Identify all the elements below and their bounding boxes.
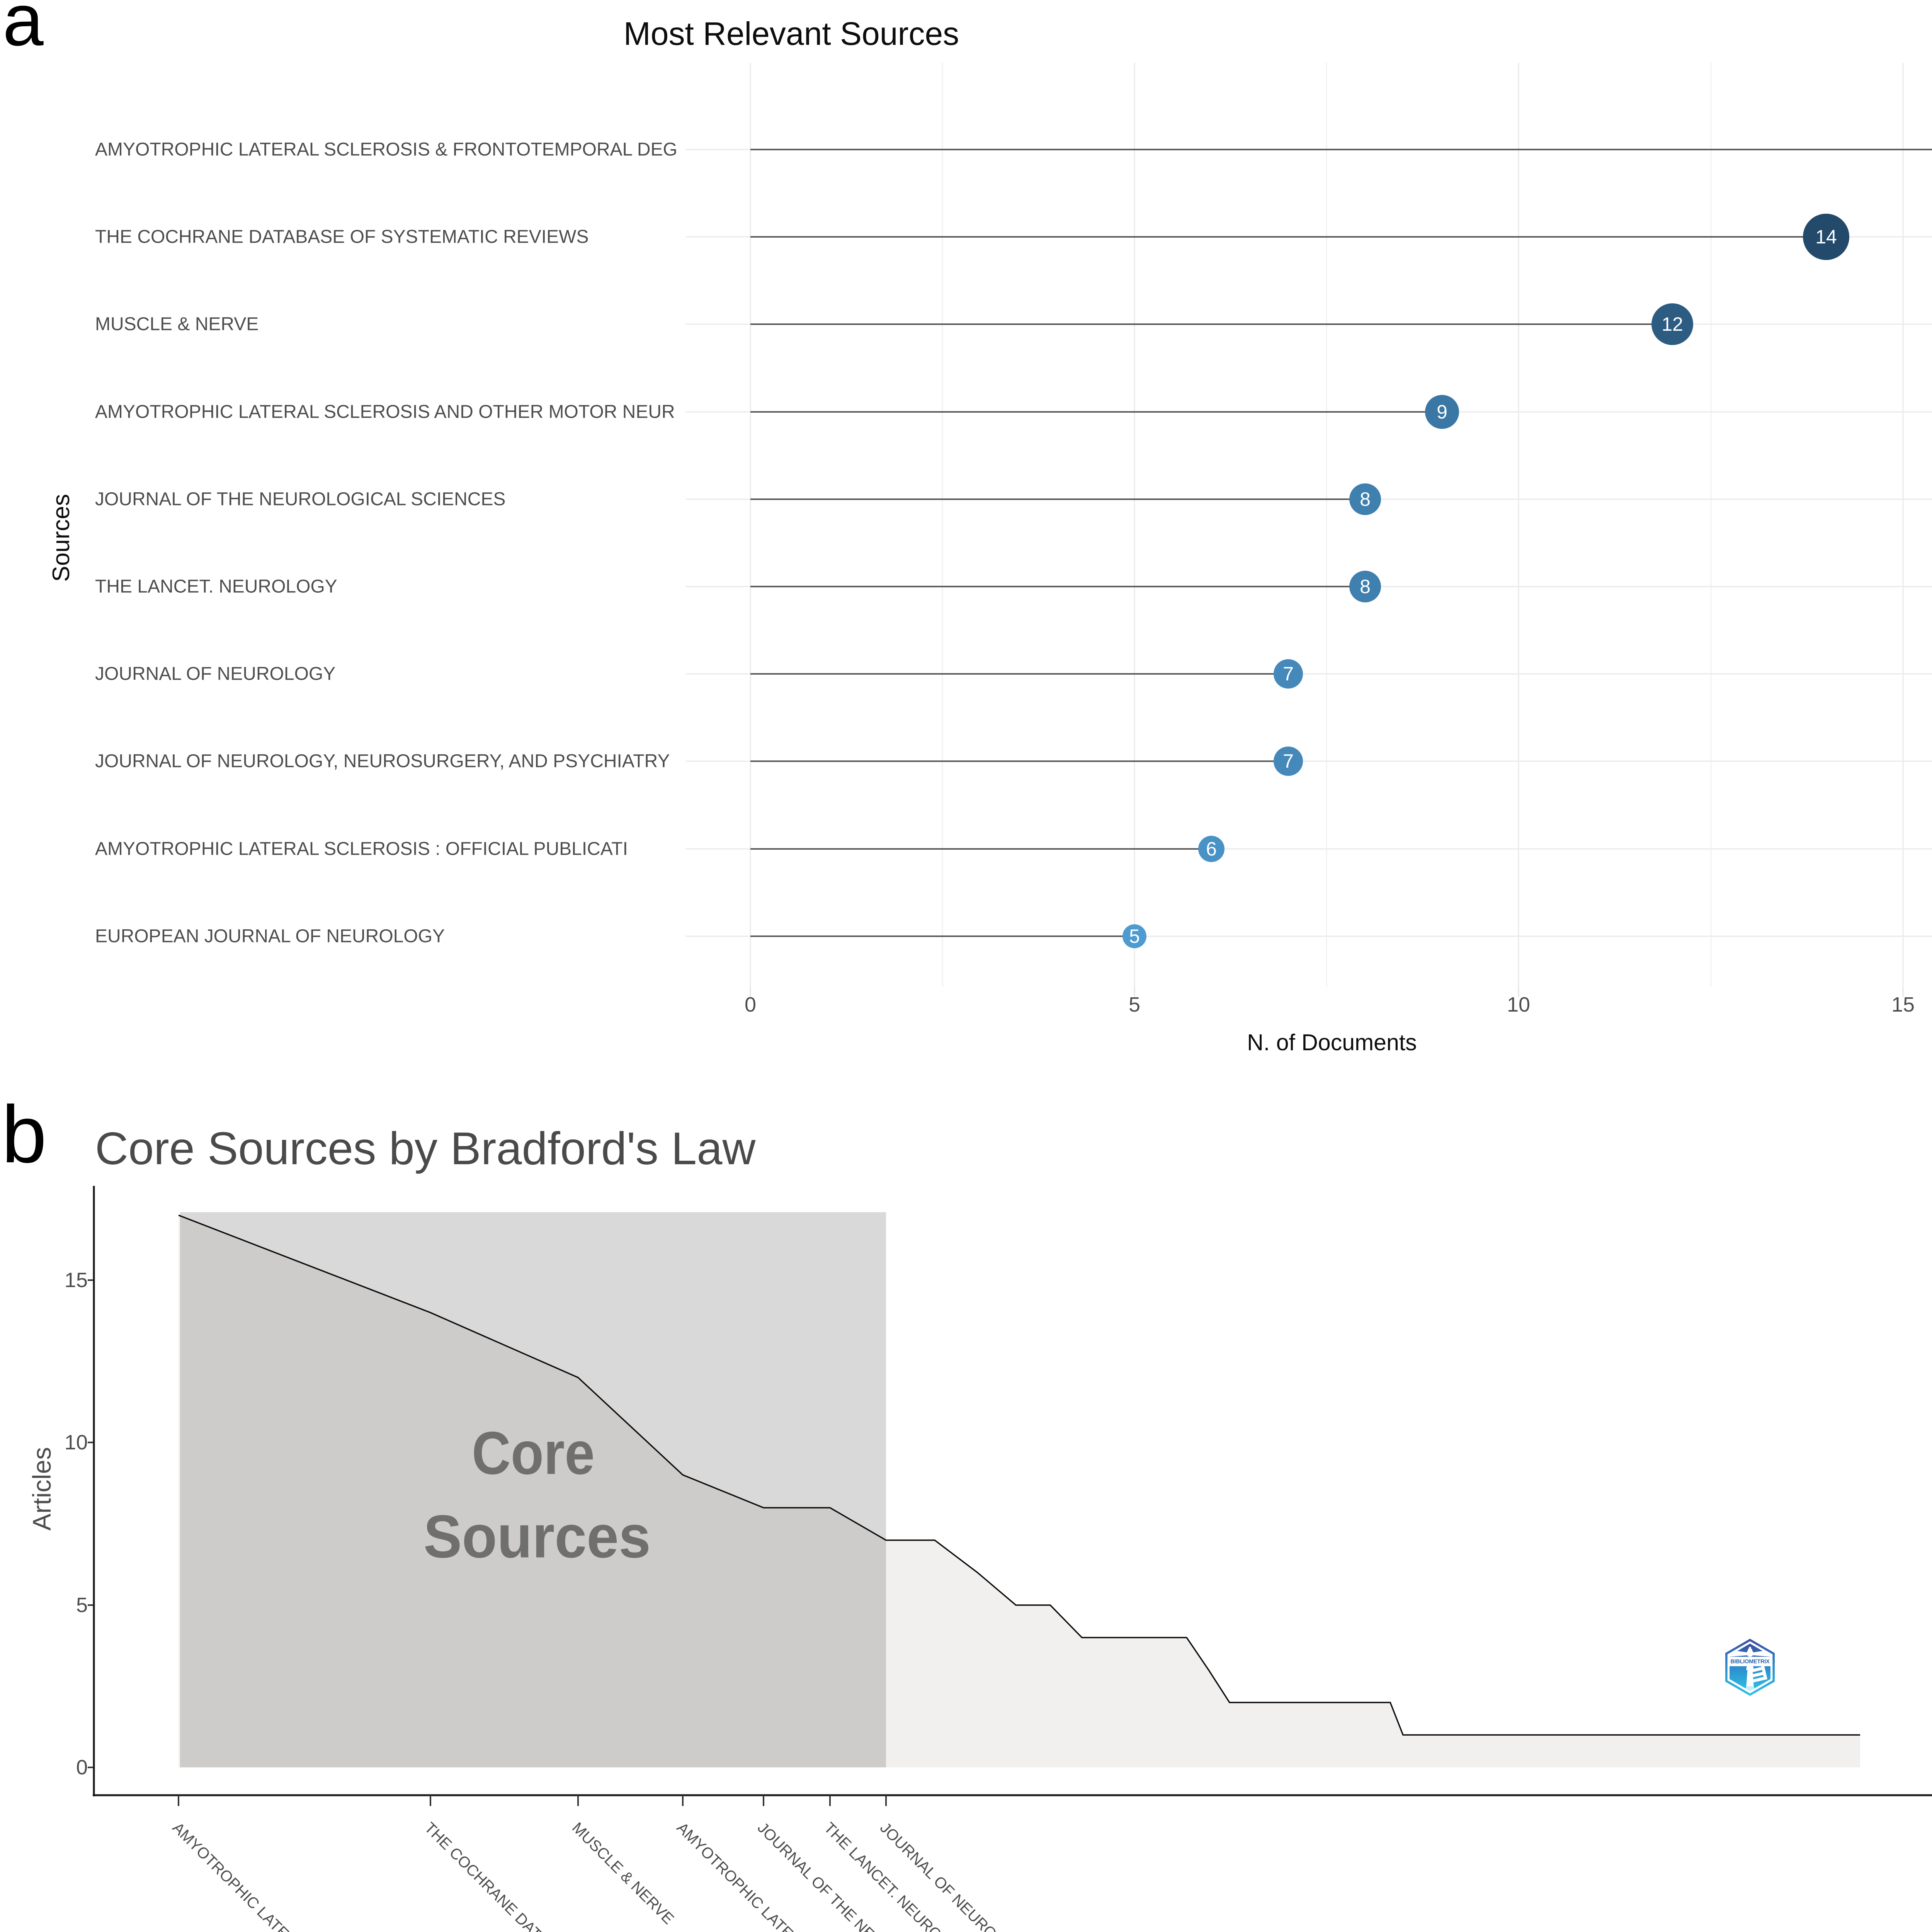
svg-text:0: 0 — [745, 993, 756, 1016]
svg-text:10: 10 — [1507, 993, 1530, 1016]
svg-text:BIBLIOMETRIX: BIBLIOMETRIX — [1730, 1659, 1770, 1665]
svg-text:6: 6 — [1206, 838, 1217, 860]
svg-text:9: 9 — [1437, 401, 1447, 423]
svg-text:10: 10 — [65, 1431, 88, 1454]
svg-text:MUSCLE & NERVE: MUSCLE & NERVE — [95, 314, 259, 335]
svg-text:JOURNAL OF THE NEUROLOGICAL SC: JOURNAL OF THE NEUROLOGICAL SCIENCES — [95, 489, 505, 510]
svg-text:N. of Documents: N. of Documents — [1247, 1030, 1417, 1055]
svg-text:8: 8 — [1360, 488, 1371, 510]
svg-text:7: 7 — [1283, 663, 1294, 685]
svg-text:AMYOTROPHIC LATERAL SCLEROSIS: AMYOTROPHIC LATERAL SCLEROSIS : OFFICIAL… — [95, 839, 628, 859]
svg-text:b: b — [2, 1089, 47, 1180]
svg-text:a: a — [3, 0, 44, 61]
svg-text:Sources: Sources — [423, 1503, 651, 1571]
svg-text:15: 15 — [1891, 993, 1915, 1016]
svg-text:JOURNAL OF NEUROLOGY: JOURNAL OF NEUROLOGY — [95, 664, 335, 684]
svg-text:THE COCHRANE DATABASE OF SYSTE: THE COCHRANE DATABASE OF SYSTEMATIC REVI… — [95, 227, 588, 247]
svg-text:EUROPEAN JOURNAL OF NEUROLOGY: EUROPEAN JOURNAL OF NEUROLOGY — [95, 926, 445, 947]
svg-text:Core Sources by Bradford's Law: Core Sources by Bradford's Law — [95, 1123, 756, 1174]
svg-text:14: 14 — [1815, 226, 1837, 248]
svg-text:AMYOTROPHIC LATERAL SCLEROSIS: AMYOTROPHIC LATERAL SCLEROSIS & FRONTOTE… — [95, 139, 677, 160]
svg-text:THE LANCET. NEUROLOGY: THE LANCET. NEUROLOGY — [95, 577, 337, 597]
svg-text:8: 8 — [1360, 576, 1371, 597]
svg-text:Core: Core — [472, 1420, 595, 1487]
svg-text:15: 15 — [65, 1269, 88, 1292]
svg-text:5: 5 — [1129, 993, 1140, 1016]
svg-text:AMYOTROPHIC LATERAL SCLEROSIS: AMYOTROPHIC LATERAL SCLEROSIS AND OTHER … — [95, 402, 675, 422]
svg-text:Articles: Articles — [27, 1447, 56, 1531]
svg-text:7: 7 — [1283, 750, 1294, 772]
svg-text:5: 5 — [76, 1594, 88, 1617]
svg-text:0: 0 — [76, 1756, 88, 1779]
svg-text:Sources: Sources — [48, 494, 75, 582]
svg-text:Most Relevant Sources: Most Relevant Sources — [624, 15, 959, 52]
svg-text:JOURNAL OF NEUROLOGY, NEUROSUR: JOURNAL OF NEUROLOGY, NEUROSURGERY, AND … — [95, 751, 670, 772]
svg-text:12: 12 — [1662, 313, 1683, 335]
svg-text:5: 5 — [1129, 925, 1140, 947]
